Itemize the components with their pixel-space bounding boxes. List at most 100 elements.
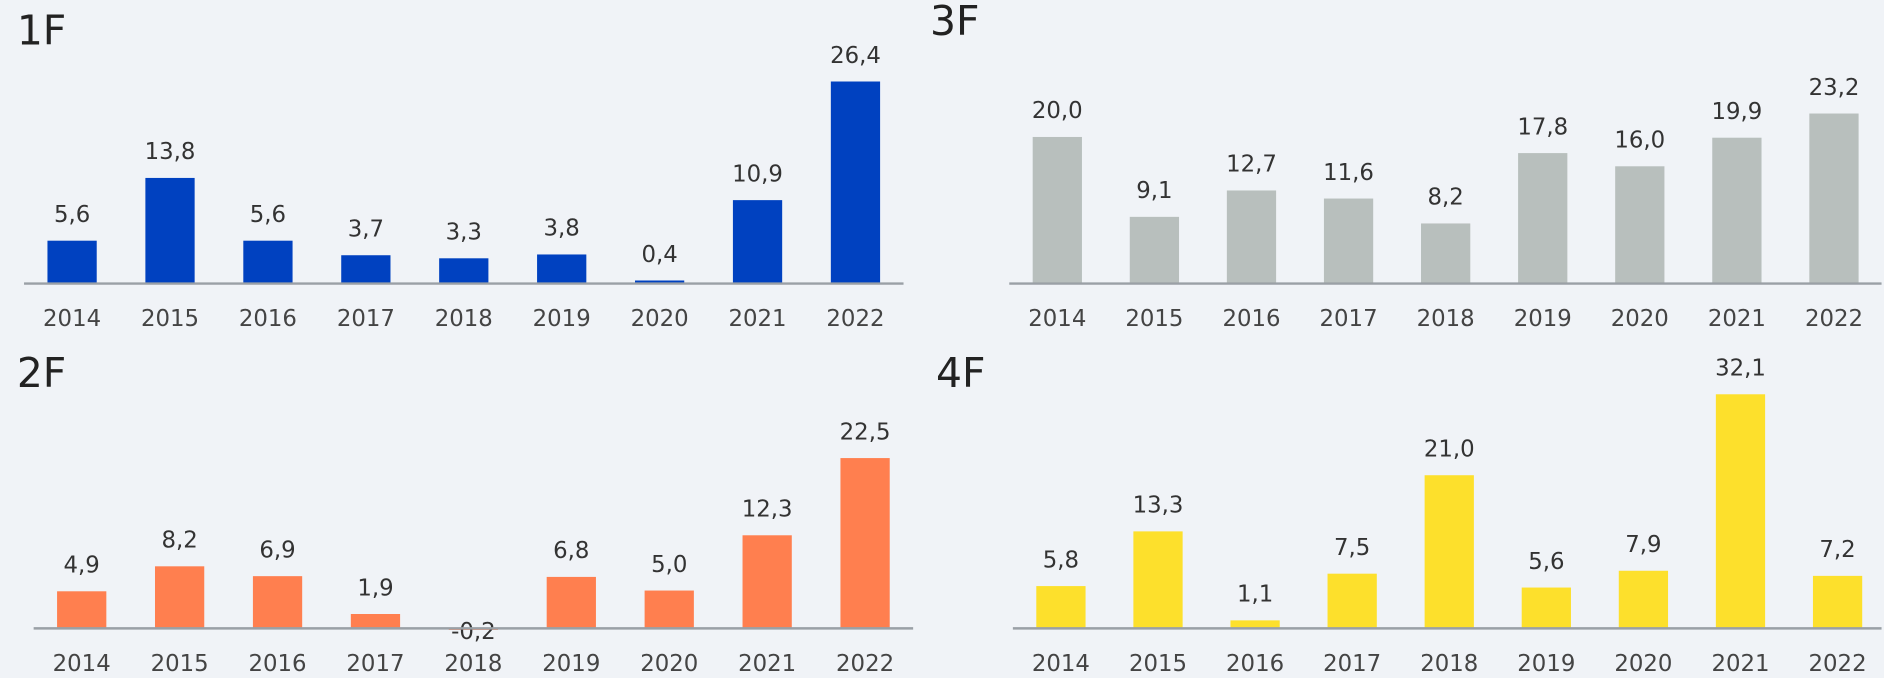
data-label: 8,2 (161, 528, 197, 554)
bar (1036, 586, 1086, 629)
chart-title: 3F (930, 0, 979, 45)
bar (546, 576, 596, 629)
bar (1421, 223, 1471, 284)
bar (154, 566, 205, 629)
x-tick-label: 2018 (1420, 651, 1478, 677)
x-tick-label: 2015 (141, 306, 199, 332)
bar (57, 591, 107, 629)
data-label: 0,4 (641, 242, 677, 268)
x-tick-label: 2021 (729, 306, 787, 332)
x-tick-label: 2021 (1711, 651, 1769, 677)
x-tick-label: 2016 (249, 651, 307, 677)
bar (732, 200, 783, 284)
x-tick-label: 2017 (337, 306, 395, 332)
bar (1615, 166, 1665, 284)
bar (1032, 136, 1082, 284)
data-label: 5,6 (250, 202, 286, 228)
bar (350, 614, 401, 629)
data-label: 8,2 (1428, 185, 1464, 211)
bar (1521, 587, 1571, 629)
bar (1133, 531, 1183, 629)
bar (830, 81, 881, 284)
data-label: 9,1 (1136, 178, 1172, 204)
data-label: 6,8 (553, 538, 589, 564)
data-label: 5,0 (651, 552, 687, 578)
data-label: 22,5 (840, 419, 891, 445)
data-label: 13,3 (1133, 493, 1184, 519)
data-label: 5,8 (1043, 547, 1079, 573)
bar (537, 254, 587, 284)
bar (1715, 394, 1766, 629)
data-label: 13,8 (145, 139, 196, 165)
bar (243, 240, 293, 284)
bar (644, 590, 694, 629)
bar (1712, 137, 1762, 284)
bar (252, 576, 303, 629)
bar (1327, 573, 1377, 629)
x-tick-label: 2021 (738, 651, 796, 677)
bar (1618, 570, 1669, 629)
bar (47, 240, 97, 284)
x-tick-label: 2017 (346, 651, 404, 677)
x-tick-label: 2014 (53, 651, 111, 677)
chart-title: 2F (17, 349, 66, 397)
bar (1809, 113, 1859, 284)
data-label: 1,1 (1237, 582, 1273, 608)
x-tick-label: 2017 (1323, 651, 1381, 677)
x-tick-label: 2018 (435, 306, 493, 332)
bar (1518, 153, 1568, 284)
chart-title: 1F (17, 7, 66, 55)
x-tick-label: 2015 (151, 651, 209, 677)
bar (634, 280, 685, 284)
data-label: -0,2 (451, 619, 496, 645)
data-label: 4,9 (64, 553, 100, 579)
bar (1230, 620, 1280, 629)
bar (1812, 575, 1863, 629)
bar (341, 255, 391, 284)
x-tick-label: 2020 (640, 651, 698, 677)
x-tick-label: 2021 (1708, 306, 1766, 332)
data-label: 19,9 (1711, 99, 1762, 125)
data-label: 32,1 (1715, 356, 1766, 382)
data-label: 11,6 (1323, 160, 1374, 186)
data-label: 23,2 (1809, 75, 1860, 101)
x-tick-label: 2014 (43, 306, 101, 332)
x-tick-label: 2016 (1226, 651, 1284, 677)
data-label: 5,6 (1528, 549, 1564, 575)
chart-group: 1F 5,6 2014 13,8 2015 5,6 2016 3,7 2017 3,3 2018 3,… (17, 0, 1882, 677)
data-label: 1,9 (357, 575, 393, 601)
data-label: 12,7 (1226, 152, 1277, 178)
x-tick-label: 2022 (1805, 306, 1863, 332)
x-tick-label: 2017 (1320, 306, 1378, 332)
x-tick-label: 2014 (1032, 651, 1090, 677)
x-tick-label: 2020 (1614, 651, 1672, 677)
bar (742, 535, 792, 629)
x-tick-label: 2020 (631, 306, 689, 332)
data-label: 3,8 (544, 216, 580, 242)
data-label: 17,8 (1517, 114, 1568, 140)
x-tick-label: 2018 (444, 651, 502, 677)
bar (145, 177, 195, 284)
bar (1129, 216, 1180, 284)
x-tick-label: 2019 (542, 651, 600, 677)
x-tick-label: 2015 (1129, 651, 1187, 677)
chart-title: 4F (936, 349, 985, 397)
bar (840, 458, 890, 629)
x-tick-label: 2019 (1517, 651, 1575, 677)
x-tick-label: 2022 (836, 651, 894, 677)
data-label: 5,6 (54, 202, 90, 228)
x-tick-label: 2019 (1514, 306, 1572, 332)
data-label: 3,3 (446, 220, 482, 246)
data-label: 10,9 (732, 161, 783, 187)
data-label: 21,0 (1424, 436, 1475, 462)
x-tick-label: 2019 (533, 306, 591, 332)
bar (1323, 198, 1374, 284)
x-tick-label: 2020 (1611, 306, 1669, 332)
data-label: 7,9 (1625, 532, 1661, 558)
data-label: 7,5 (1334, 535, 1370, 561)
x-tick-label: 2022 (826, 306, 884, 332)
data-label: 12,3 (742, 497, 793, 523)
data-label: 26,4 (830, 43, 881, 69)
